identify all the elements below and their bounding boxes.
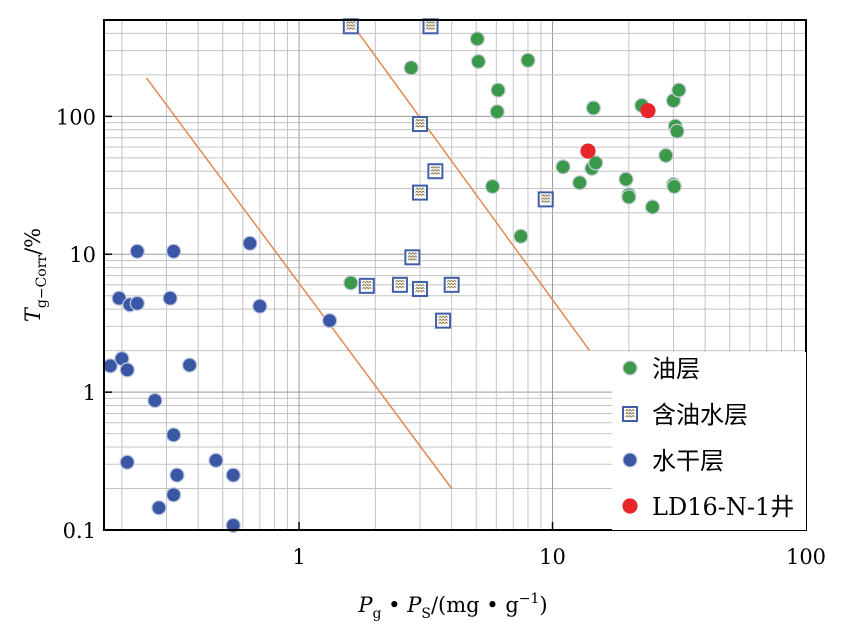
water-dry-layer-point <box>119 362 135 378</box>
axis-ticks: 1 10 100 0.1 1 10 100 <box>56 105 826 569</box>
oil-layer-point <box>666 178 682 195</box>
water-dry-layer-point <box>151 500 167 516</box>
water-dry-layer-point <box>147 392 163 409</box>
guide-line <box>145 77 453 489</box>
legend-marker-water-bearing-oil <box>622 406 638 422</box>
x-axis-label: Pg • PS/(mg • g−1) <box>357 591 547 622</box>
legend-marker <box>622 452 638 468</box>
water-bearing-oil-point <box>358 277 375 294</box>
y-tick-label: 10 <box>69 243 96 267</box>
water-dry-layer-point <box>166 243 182 259</box>
water-dry-layer-point <box>242 235 258 251</box>
oil-layer-point <box>555 159 571 175</box>
oil-layer-point <box>671 82 687 98</box>
oil-layer-point <box>469 31 485 47</box>
oil-layer-point <box>520 52 536 68</box>
y-tick-label: 0.1 <box>63 519 96 543</box>
legend-marker <box>622 498 638 514</box>
well-point <box>580 143 596 159</box>
water-bearing-oil-point <box>411 280 428 297</box>
x-tick-label: 10 <box>539 545 566 569</box>
water-dry-layer-point <box>166 427 182 443</box>
guide-lines <box>145 22 591 489</box>
water-bearing-oil-point <box>422 18 439 35</box>
water-dry-layer-point <box>252 298 268 314</box>
water-dry-layer-point <box>322 313 338 329</box>
water-bearing-oil-point <box>391 276 408 293</box>
water-bearing-oil-point <box>427 163 444 180</box>
oil-layer-point <box>489 104 505 120</box>
y-tick-label: 100 <box>56 105 96 129</box>
well-point <box>640 103 656 119</box>
water-bearing-oil-point <box>411 184 428 201</box>
water-bearing-oil-point <box>443 276 460 293</box>
oil-layer-point <box>490 82 506 98</box>
oil-layer-point <box>669 123 685 139</box>
oil-layer-point <box>513 228 529 244</box>
oil-layer-point <box>618 171 634 187</box>
oil-layer-point <box>644 199 661 215</box>
water-dry-layer-point <box>182 357 198 373</box>
oil-layer-point <box>621 189 637 205</box>
water-bearing-oil-point <box>404 249 421 266</box>
water-dry-layer-point <box>208 452 224 468</box>
oil-layer-point <box>588 155 604 171</box>
oil-layer-point <box>585 100 602 116</box>
water-dry-layer-point <box>169 467 185 483</box>
water-bearing-oil-point <box>435 312 452 329</box>
oil-layer-point <box>572 175 588 191</box>
x-tick-label: 100 <box>786 545 826 569</box>
x-tick-label: 1 <box>292 545 305 569</box>
plot-frame <box>103 19 807 531</box>
water-bearing-oil-point <box>411 116 428 133</box>
water-bearing-oil-point <box>342 18 359 35</box>
water-bearing-oil-point <box>537 191 554 208</box>
oil-layer-point <box>403 60 419 76</box>
legend-box <box>612 352 806 530</box>
oil-layer-point <box>484 178 501 195</box>
oil-layer-point <box>470 53 487 70</box>
oil-layer-point <box>658 147 674 164</box>
legend-marker <box>622 360 638 376</box>
y-axis-label: Tg−Corr/% <box>21 228 50 322</box>
water-dry-layer-point <box>166 487 182 503</box>
water-dry-layer-point <box>162 290 178 306</box>
legend-label: 油层 <box>652 355 700 383</box>
water-dry-layer-point <box>129 295 145 312</box>
y-tick-label: 1 <box>83 381 96 405</box>
water-dry-layer-point <box>225 517 241 533</box>
legend-label: 含油水层 <box>652 401 748 429</box>
water-dry-layer-point <box>119 454 135 470</box>
water-dry-layer-point <box>225 467 241 483</box>
oil-layer-point <box>343 275 359 291</box>
legend-label: 水干层 <box>652 447 724 475</box>
guide-line <box>350 22 591 352</box>
data-points <box>102 18 687 533</box>
water-dry-layer-point <box>129 243 145 259</box>
legend-label: LD16-N-1井 <box>652 493 794 521</box>
